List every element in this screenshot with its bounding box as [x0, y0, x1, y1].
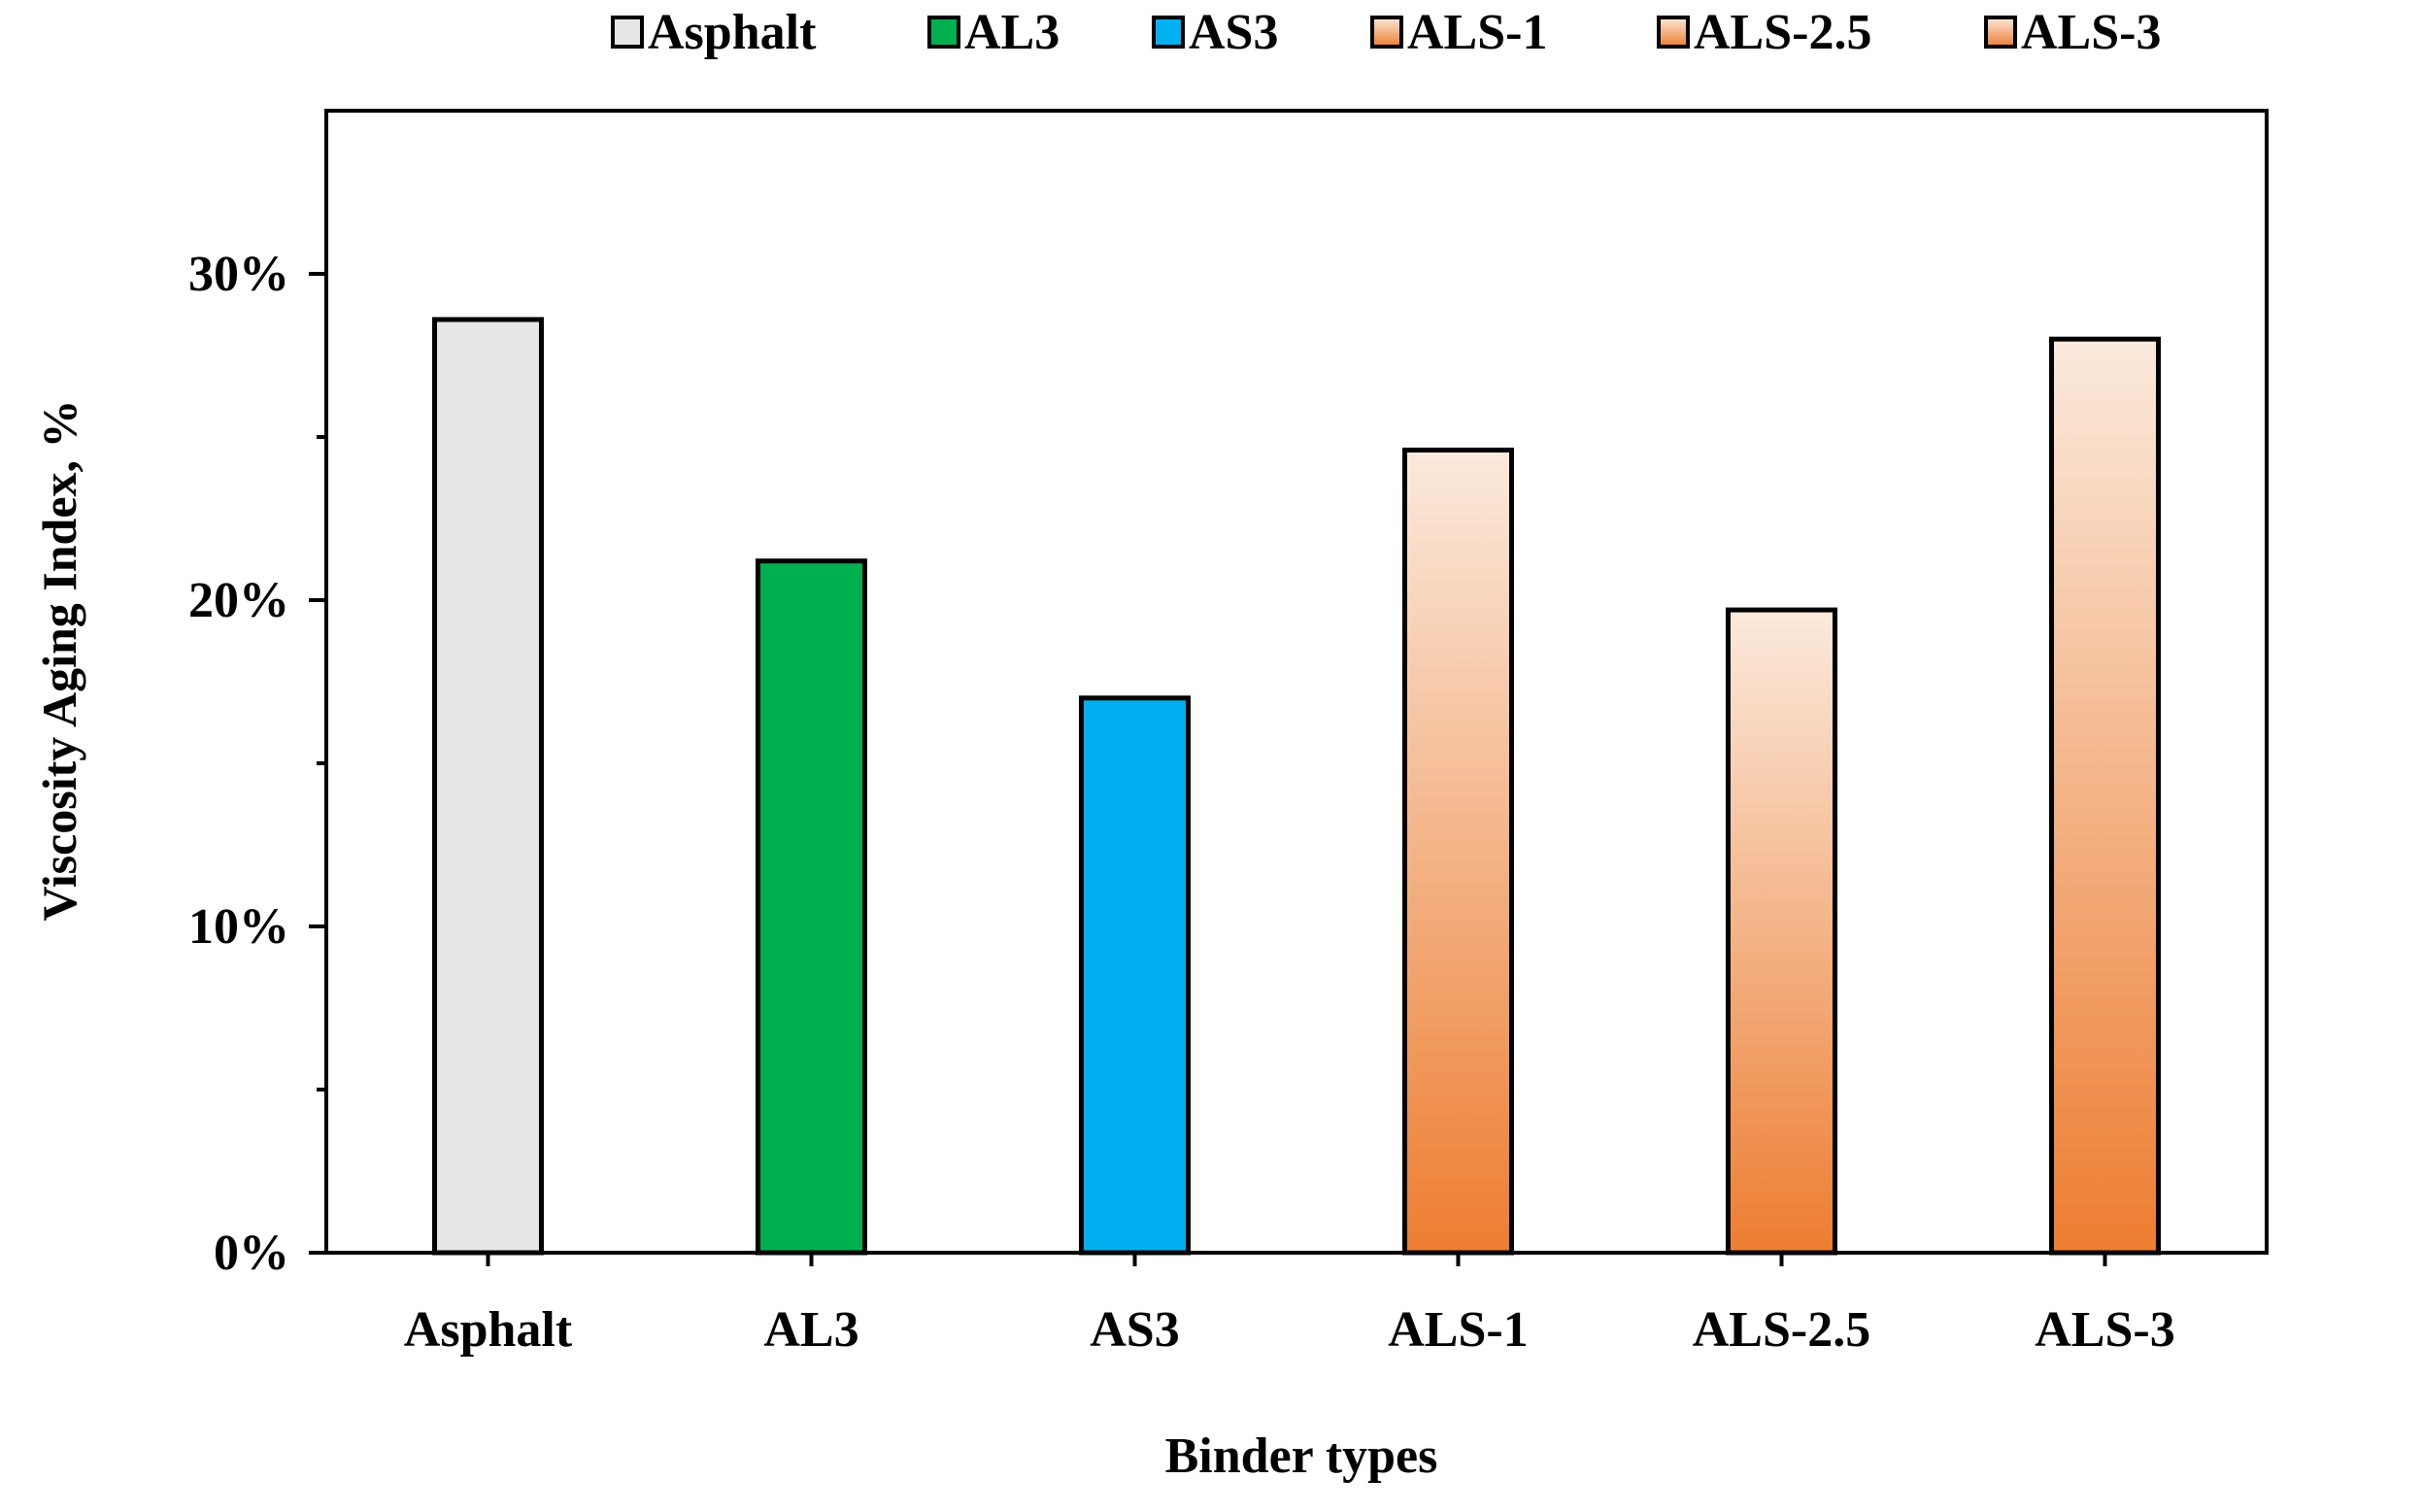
legend-label: ALS-1 — [1407, 5, 1547, 60]
legend-swatch — [1152, 16, 1185, 49]
legend-item-als-2-5: ALS-2.5 — [1657, 5, 1871, 60]
x-tick-label-als-3: ALS-3 — [2035, 1302, 2174, 1358]
bar-as3 — [1079, 695, 1191, 1256]
x-axis: Asphalt AL3 AS3 ALS-1 ALS-2.5 ALS-3 — [326, 1251, 2267, 1358]
legend-item-als-3: ALS-3 — [1984, 5, 2161, 60]
legend-item-asphalt: Asphalt — [611, 5, 817, 60]
x-tick-label-as3: AS3 — [1090, 1302, 1179, 1358]
x-tick-label-als-1: ALS-1 — [1388, 1302, 1528, 1358]
legend-label: Asphalt — [648, 5, 817, 60]
bar-als-2-5 — [1726, 607, 1837, 1256]
x-axis-title: Binder types — [1165, 1428, 1438, 1484]
legend-swatch — [611, 16, 644, 49]
legend-swatch — [1657, 16, 1690, 49]
y-tick-label: 20% — [188, 573, 289, 628]
legend-label: AL3 — [964, 5, 1060, 60]
legend-item-as3: AS3 — [1152, 5, 1278, 60]
y-axis-title: Viscosity Aging Index, % — [32, 399, 86, 921]
legend-item-als-1: ALS-1 — [1370, 5, 1547, 60]
bar-al3 — [756, 558, 867, 1256]
y-tick-label: 0% — [214, 1226, 289, 1281]
bar-als-3 — [2049, 336, 2161, 1256]
bars — [432, 317, 2161, 1256]
legend-item-al3: AL3 — [927, 5, 1060, 60]
x-tick-label-asphalt: Asphalt — [404, 1302, 573, 1358]
y-axis: 0% 10% 20% 30% — [188, 111, 328, 1281]
y-tick-label: 30% — [188, 247, 289, 302]
legend-swatch — [1370, 16, 1403, 49]
legend: Asphalt AL3 AS3 ALS-1 ALS-2.5 ALS-3 — [611, 5, 2161, 60]
legend-swatch — [1984, 16, 2017, 49]
legend-label: ALS-3 — [2021, 5, 2161, 60]
x-tick-label-als-2-5: ALS-2.5 — [1693, 1302, 1870, 1358]
x-tick-label-al3: AL3 — [763, 1302, 858, 1358]
legend-swatch — [927, 16, 960, 49]
bar-asphalt — [432, 317, 544, 1256]
plot-area — [324, 109, 2269, 1255]
legend-label: AS3 — [1189, 5, 1278, 60]
y-tick-label: 10% — [188, 899, 289, 955]
bar-als-1 — [1402, 447, 1514, 1256]
legend-label: ALS-2.5 — [1694, 5, 1871, 60]
